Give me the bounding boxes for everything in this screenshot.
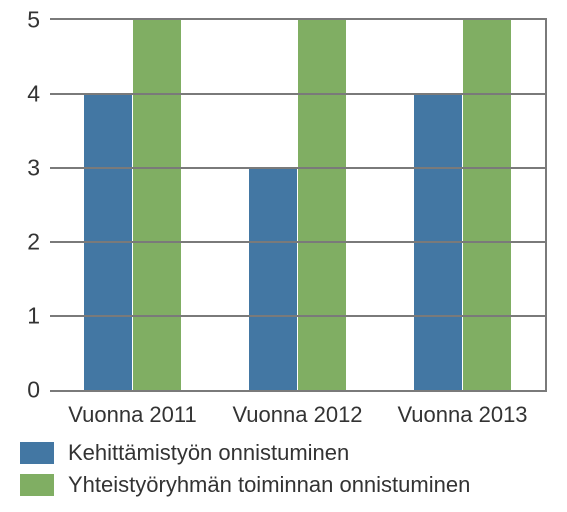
bar [133,20,181,390]
y-tick-label: 5 [27,7,50,34]
bar [249,168,297,390]
plot-area: Vuonna 2011Vuonna 2012Vuonna 2013 012345 [50,18,547,392]
legend-label: Kehittämistyön onnistuminen [68,440,349,466]
x-tick-label: Vuonna 2011 [68,390,196,428]
legend: Kehittämistyön onnistuminen Yhteistyöryhm… [20,440,470,504]
y-tick-label: 0 [27,377,50,404]
x-tick-label: Vuonna 2012 [232,390,362,428]
bar [298,20,346,390]
legend-item: Yhteistyöryhmän toiminnan onnistuminen [20,472,470,498]
legend-swatch [20,474,54,496]
grid-line [50,93,545,95]
grid-line [50,315,545,317]
bar-group: Vuonna 2011 [50,20,215,390]
y-tick-label: 2 [27,229,50,256]
y-tick-label: 4 [27,81,50,108]
legend-swatch [20,442,54,464]
grid-line [50,241,545,243]
x-tick-label: Vuonna 2013 [397,390,527,428]
bar-chart: Vuonna 2011Vuonna 2012Vuonna 2013 012345… [0,0,567,512]
bar-group: Vuonna 2013 [380,20,545,390]
legend-label: Yhteistyöryhmän toiminnan onnistuminen [68,472,470,498]
y-tick-label: 1 [27,303,50,330]
bar [463,20,511,390]
bar-groups: Vuonna 2011Vuonna 2012Vuonna 2013 [50,20,545,390]
legend-item: Kehittämistyön onnistuminen [20,440,470,466]
y-tick-label: 3 [27,155,50,182]
grid-line [50,167,545,169]
bar-group: Vuonna 2012 [215,20,380,390]
